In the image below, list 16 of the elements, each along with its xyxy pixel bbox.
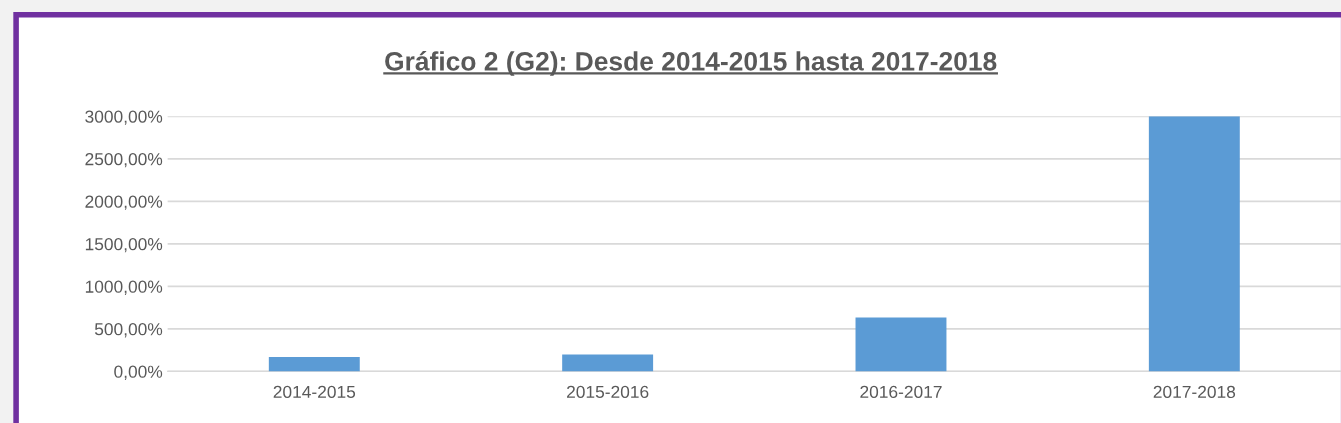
x-tick-label: 2016-2017 — [860, 385, 942, 399]
y-tick-label: 3000,00% — [85, 110, 163, 125]
bar — [562, 354, 654, 372]
y-tick-label: 1000,00% — [85, 280, 163, 295]
y-tick-label: 2000,00% — [85, 195, 163, 210]
bar — [855, 317, 947, 372]
x-tick-label: 2014-2015 — [273, 385, 356, 399]
chart-title: Gráfico 2 (G2): Desde 2014-2015 hasta 2017-2018 — [385, 51, 997, 76]
y-tick-label: 500,00% — [94, 323, 163, 338]
x-tick-label: 2015-2016 — [567, 385, 649, 399]
bar — [1148, 116, 1240, 372]
x-tick-label: 2017-2018 — [1153, 385, 1236, 399]
y-tick-label: 0,00% — [114, 365, 163, 380]
bar — [268, 356, 360, 372]
y-tick-label: 1500,00% — [85, 238, 163, 253]
y-tick-label: 2500,00% — [85, 153, 163, 168]
